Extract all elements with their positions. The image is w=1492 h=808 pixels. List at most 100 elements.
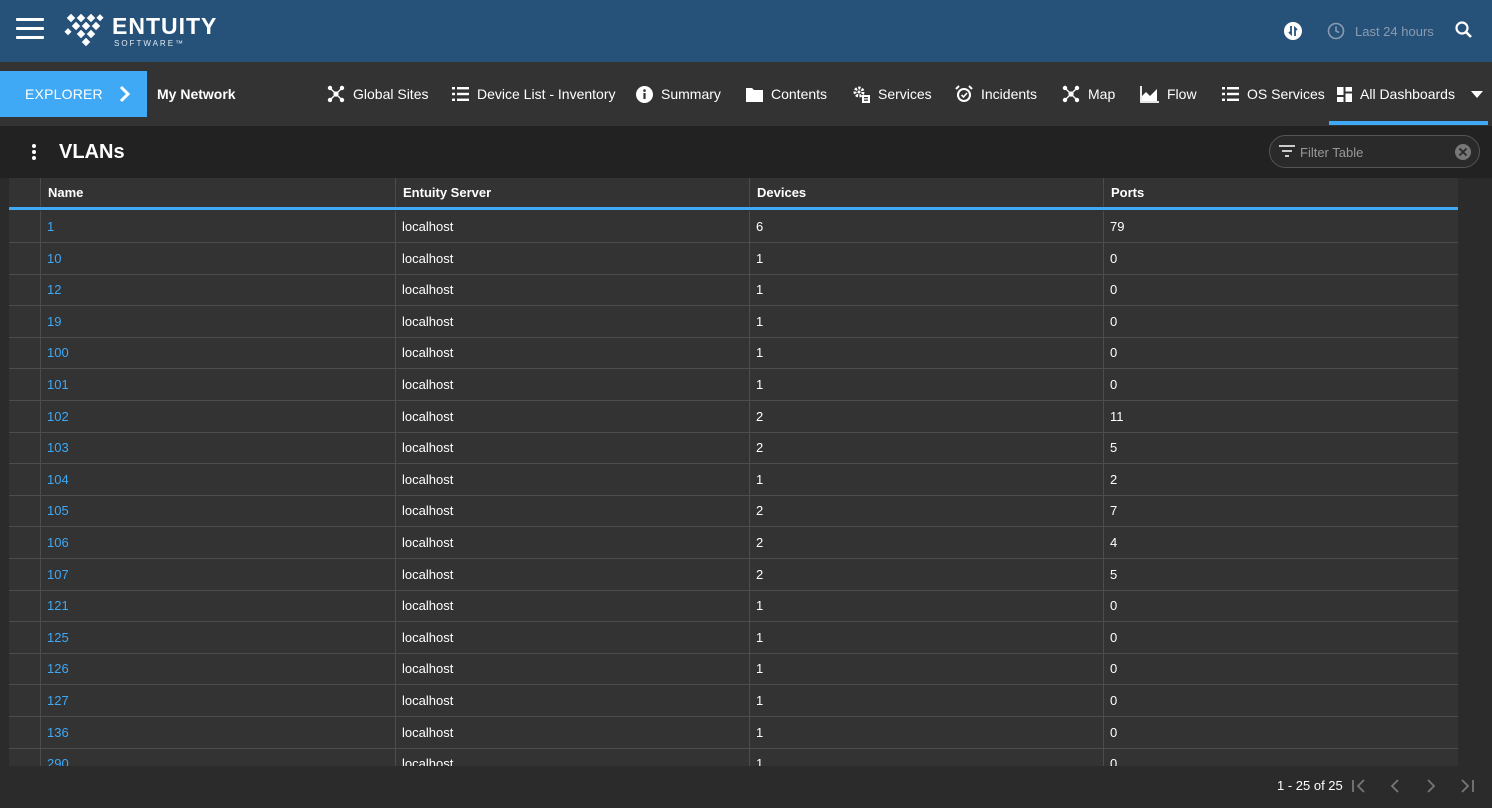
tab-all-dashboards[interactable]: All Dashboards [1337, 82, 1483, 106]
tab-contents[interactable]: Contents [746, 82, 827, 106]
clock-icon [1327, 22, 1345, 40]
row-select-cell[interactable] [9, 306, 39, 337]
row-select-cell[interactable] [9, 622, 39, 653]
column-header-name[interactable]: Name [40, 178, 395, 207]
tab-label: OS Services [1247, 86, 1325, 102]
row-select-cell[interactable] [9, 432, 39, 463]
alarm-clock-icon [955, 85, 973, 102]
row-select-cell[interactable] [9, 337, 39, 368]
column-header-ports[interactable]: Ports [1103, 178, 1458, 207]
tab-global-sites[interactable]: Global Sites [327, 82, 428, 106]
vlan-name-cell[interactable]: 10 [40, 242, 395, 274]
table-row[interactable]: 105 localhost 2 7 [9, 495, 1458, 528]
table-row[interactable]: 136 localhost 1 0 [9, 716, 1458, 749]
vlan-name-cell[interactable]: 136 [40, 716, 395, 748]
vlan-name-cell[interactable]: 19 [40, 305, 395, 337]
next-page-icon[interactable] [1421, 776, 1441, 796]
table-row[interactable]: 125 localhost 1 0 [9, 621, 1458, 654]
table-row[interactable]: 104 localhost 1 2 [9, 463, 1458, 496]
last-page-icon[interactable] [1457, 776, 1477, 796]
row-select-cell[interactable] [9, 559, 39, 590]
entuity-logo-icon [64, 13, 104, 47]
tab-flow[interactable]: Flow [1140, 82, 1197, 106]
hub-icon [1062, 85, 1080, 103]
vlan-name-cell[interactable]: 1 [40, 211, 395, 242]
explorer-button[interactable]: EXPLORER [0, 71, 147, 117]
menu-icon[interactable] [16, 18, 44, 40]
filter-table-input[interactable] [1300, 143, 1450, 161]
table-row[interactable]: 1 localhost 6 79 [9, 211, 1458, 243]
list-icon [452, 87, 469, 101]
row-select-cell[interactable] [9, 401, 39, 432]
table-row[interactable]: 127 localhost 1 0 [9, 685, 1458, 717]
tab-summary[interactable]: Summary [636, 82, 721, 106]
row-select-cell[interactable] [9, 717, 39, 748]
vlan-name-cell[interactable]: 121 [40, 590, 395, 622]
devices-cell: 2 [749, 527, 1103, 558]
tab-map[interactable]: Map [1062, 82, 1115, 106]
vlan-name-cell[interactable]: 106 [40, 527, 395, 558]
vlan-name-cell[interactable]: 126 [40, 653, 395, 685]
logo-name: ENTUITY [112, 12, 218, 39]
entuity-server-cell: localhost [395, 305, 749, 337]
row-select-cell[interactable] [9, 590, 39, 621]
vlan-name-cell[interactable]: 290 [40, 748, 395, 766]
pagination-range: 1 - 25 of 25 [1277, 778, 1343, 793]
vlan-name-cell[interactable]: 104 [40, 463, 395, 495]
first-page-icon[interactable] [1349, 776, 1369, 796]
sync-icon[interactable] [1284, 22, 1302, 40]
row-select-cell[interactable] [9, 527, 39, 558]
tab-services[interactable]: Services [852, 82, 932, 106]
vertical-scrollbar[interactable] [1458, 178, 1484, 766]
ports-cell: 0 [1103, 337, 1458, 369]
tab-device-list-inventory[interactable]: Device List - Inventory [452, 82, 616, 106]
breadcrumb[interactable]: My Network [157, 86, 236, 102]
row-select-cell[interactable] [9, 369, 39, 400]
vlan-name-cell[interactable]: 100 [40, 337, 395, 369]
table-row[interactable]: 102 localhost 2 11 [9, 400, 1458, 433]
tab-os-services[interactable]: OS Services [1222, 82, 1325, 106]
entuity-server-cell: localhost [395, 621, 749, 653]
vlan-name-cell[interactable]: 107 [40, 558, 395, 590]
table-row[interactable]: 12 localhost 1 0 [9, 274, 1458, 307]
row-select-cell[interactable] [9, 211, 39, 242]
table-row[interactable]: 19 localhost 1 0 [9, 305, 1458, 338]
row-select-cell[interactable] [9, 653, 39, 684]
vlan-name-cell[interactable]: 103 [40, 432, 395, 464]
time-range-selector[interactable]: Last 24 hours [1327, 20, 1434, 42]
table-row[interactable]: 103 localhost 2 5 [9, 432, 1458, 465]
table-row[interactable]: 10 localhost 1 0 [9, 242, 1458, 275]
clear-icon[interactable] [1454, 143, 1472, 161]
row-select-cell[interactable] [9, 243, 39, 274]
table-row[interactable]: 126 localhost 1 0 [9, 653, 1458, 686]
table-row[interactable]: 101 localhost 1 0 [9, 369, 1458, 401]
table-row[interactable]: 121 localhost 1 0 [9, 590, 1458, 623]
tab-label: Device List - Inventory [477, 86, 616, 102]
logo-subtitle: SOFTWARE™ [114, 38, 186, 48]
column-header-entuity-server[interactable]: Entuity Server [395, 178, 749, 207]
table-row[interactable]: 107 localhost 2 5 [9, 558, 1458, 591]
ports-cell: 7 [1103, 495, 1458, 527]
vlan-name-cell[interactable]: 105 [40, 495, 395, 527]
row-select-cell[interactable] [9, 464, 39, 495]
table-row[interactable]: 290 localhost 1 0 [9, 748, 1458, 766]
tab-incidents[interactable]: Incidents [955, 82, 1037, 106]
row-select-cell[interactable] [9, 748, 39, 766]
column-header-devices[interactable]: Devices [749, 178, 1103, 207]
ports-cell: 2 [1103, 463, 1458, 495]
vlan-name-cell[interactable]: 102 [40, 400, 395, 432]
vlan-name-cell[interactable]: 101 [40, 369, 395, 400]
vlan-name-cell[interactable]: 125 [40, 621, 395, 653]
search-icon[interactable] [1454, 20, 1474, 40]
table-row[interactable]: 106 localhost 2 4 [9, 527, 1458, 559]
row-select-cell[interactable] [9, 685, 39, 716]
row-select-cell[interactable] [9, 495, 39, 526]
previous-page-icon[interactable] [1385, 776, 1405, 796]
caret-down-icon[interactable] [1470, 90, 1483, 98]
more-options-icon[interactable] [32, 144, 40, 162]
row-select-cell[interactable] [9, 274, 39, 305]
tab-label: Summary [661, 86, 721, 102]
vlan-name-cell[interactable]: 127 [40, 685, 395, 716]
vlan-name-cell[interactable]: 12 [40, 274, 395, 306]
table-row[interactable]: 100 localhost 1 0 [9, 337, 1458, 370]
